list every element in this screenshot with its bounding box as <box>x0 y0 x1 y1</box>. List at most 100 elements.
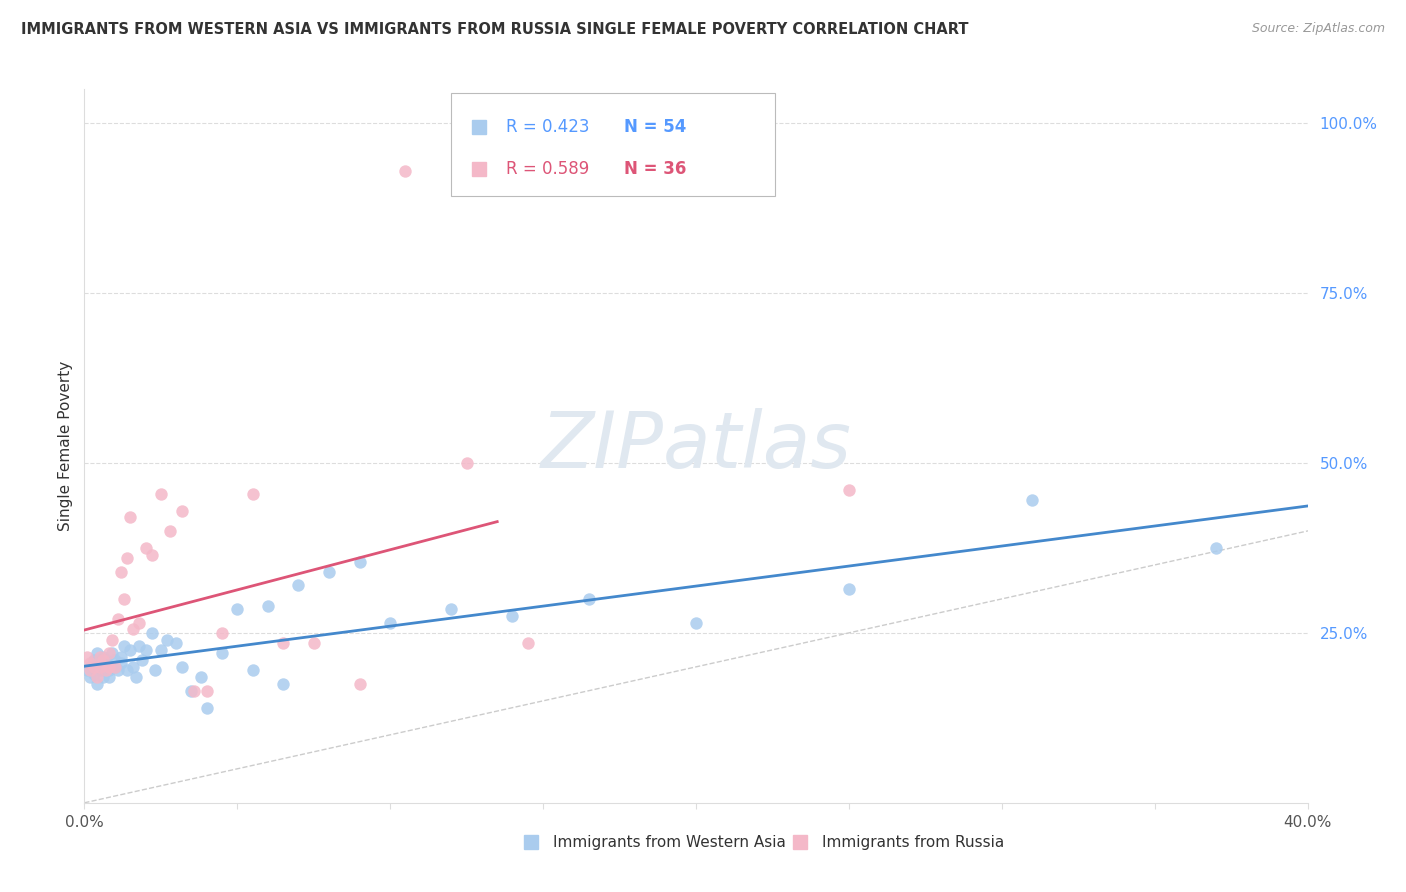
Point <box>195 683 218 698</box>
Point <box>149 643 172 657</box>
Text: Immigrants from Western Asia: Immigrants from Western Asia <box>553 835 786 849</box>
Point <box>110 649 132 664</box>
Point <box>110 565 132 579</box>
Point <box>83 660 105 674</box>
Point <box>97 646 120 660</box>
Text: IMMIGRANTS FROM WESTERN ASIA VS IMMIGRANTS FROM RUSSIA SINGLE FEMALE POVERTY COR: IMMIGRANTS FROM WESTERN ASIA VS IMMIGRAN… <box>21 22 969 37</box>
Point <box>122 660 145 674</box>
Text: Immigrants from Russia: Immigrants from Russia <box>823 835 1004 849</box>
Point <box>97 670 120 684</box>
Point <box>141 548 163 562</box>
Point <box>83 653 105 667</box>
Point <box>394 163 416 178</box>
Point <box>107 612 129 626</box>
Point <box>89 657 111 671</box>
Point <box>141 626 163 640</box>
Text: Source: ZipAtlas.com: Source: ZipAtlas.com <box>1251 22 1385 36</box>
Point <box>172 660 194 674</box>
Point <box>456 456 478 470</box>
Point <box>76 663 98 677</box>
Point <box>287 578 309 592</box>
Point <box>91 653 114 667</box>
Point <box>120 643 142 657</box>
Point <box>165 636 187 650</box>
Point <box>125 670 148 684</box>
Point <box>242 663 264 677</box>
Point <box>149 486 172 500</box>
Point <box>94 663 117 677</box>
Point <box>94 653 117 667</box>
Point <box>115 551 138 566</box>
Point <box>226 602 249 616</box>
Point <box>89 660 111 674</box>
Text: N = 36: N = 36 <box>624 160 686 178</box>
Text: R = 0.589: R = 0.589 <box>506 160 589 178</box>
Point <box>97 660 120 674</box>
Point <box>104 660 127 674</box>
Point <box>107 663 129 677</box>
FancyBboxPatch shape <box>451 93 776 196</box>
Point <box>838 582 860 596</box>
Point <box>578 591 600 606</box>
Point <box>79 670 101 684</box>
Point <box>110 657 132 671</box>
Point <box>101 646 124 660</box>
Point <box>91 670 114 684</box>
Point <box>349 677 371 691</box>
Point <box>79 663 101 677</box>
Point <box>89 663 111 677</box>
Point <box>94 660 117 674</box>
Point <box>156 632 179 647</box>
Point <box>838 483 860 498</box>
Point <box>79 660 101 674</box>
Point <box>79 657 101 671</box>
Point <box>190 670 212 684</box>
Point <box>128 640 150 654</box>
Point <box>86 670 108 684</box>
Point <box>271 636 294 650</box>
Point <box>91 649 114 664</box>
Point <box>159 524 181 538</box>
Point <box>143 663 166 677</box>
Point <box>257 599 280 613</box>
Point <box>101 632 124 647</box>
Point <box>86 646 108 660</box>
Point <box>380 615 402 630</box>
Point <box>211 646 233 660</box>
Point <box>86 677 108 691</box>
Point <box>97 663 120 677</box>
Point <box>1205 541 1227 555</box>
Point <box>120 510 142 524</box>
Point <box>183 683 205 698</box>
Y-axis label: Single Female Poverty: Single Female Poverty <box>58 361 73 531</box>
Point <box>104 660 127 674</box>
Point <box>211 626 233 640</box>
Point <box>89 649 111 664</box>
Point <box>112 640 135 654</box>
Text: N = 54: N = 54 <box>624 118 686 136</box>
Text: ZIPatlas: ZIPatlas <box>540 408 852 484</box>
Point <box>349 555 371 569</box>
Text: R = 0.423: R = 0.423 <box>506 118 591 136</box>
Point <box>502 608 524 623</box>
Point <box>104 653 127 667</box>
Point <box>131 653 153 667</box>
Point <box>122 623 145 637</box>
Point <box>685 615 707 630</box>
Point <box>440 602 463 616</box>
Point <box>112 591 135 606</box>
Point <box>135 643 157 657</box>
Point <box>180 683 202 698</box>
Point <box>76 649 98 664</box>
Point <box>83 666 105 681</box>
Point <box>115 663 138 677</box>
Point <box>128 615 150 630</box>
Point <box>242 486 264 500</box>
Point <box>302 636 325 650</box>
Point <box>172 503 194 517</box>
Point <box>271 677 294 691</box>
Point <box>1021 493 1043 508</box>
Point <box>318 565 340 579</box>
Point <box>516 636 538 650</box>
Point <box>195 700 218 714</box>
